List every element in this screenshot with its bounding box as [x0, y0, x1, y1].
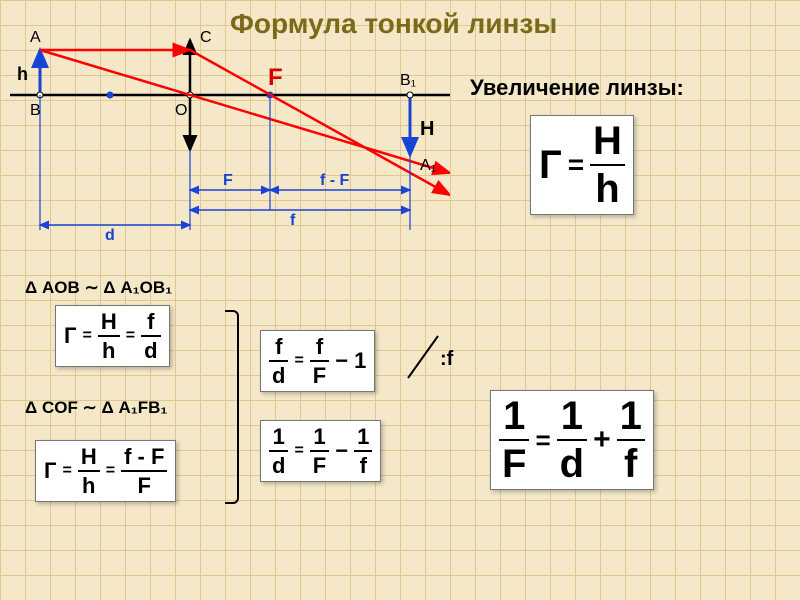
subtitle: Увеличение линзы:	[470, 75, 684, 101]
eq-gamma-2: Г = Hh = f - FF	[35, 440, 176, 502]
lbl-F: F	[268, 64, 283, 91]
lbl-C: C	[200, 30, 212, 46]
divide-by-f: :f	[400, 330, 450, 390]
bracket-icon	[225, 310, 239, 504]
eq-fd: fd = fF − 1	[260, 330, 375, 392]
lbl-h: h	[17, 64, 28, 84]
lbl-O: O	[175, 102, 187, 119]
lbl-fmF: f - F	[320, 172, 350, 189]
lbl-B1: B₁	[400, 72, 416, 89]
lbl-f: f	[290, 212, 296, 229]
eq-gamma-1: Г = Hh = fd	[55, 305, 170, 367]
lbl-Fseg: F	[223, 172, 233, 189]
lens-diagram: A B C O h H F B₁ A₁ d F f - F f	[10, 30, 450, 250]
similar-triangles-2: Δ COF ∼ Δ A₁FB₁	[25, 398, 167, 418]
lbl-d: d	[105, 227, 115, 244]
eq-1d: 1d = 1F − 1f	[260, 420, 381, 482]
lbl-A: A	[30, 30, 41, 46]
lbl-A1: A₁	[420, 157, 436, 174]
lbl-H: H	[420, 118, 434, 140]
similar-triangles-1: Δ AOB ∼ Δ A₁OB₁	[25, 278, 172, 298]
eq-gamma-main: Г = Hh	[530, 115, 634, 215]
lbl-B: B	[30, 102, 41, 119]
eq-thin-lens: 1F = 1d + 1f	[490, 390, 654, 490]
